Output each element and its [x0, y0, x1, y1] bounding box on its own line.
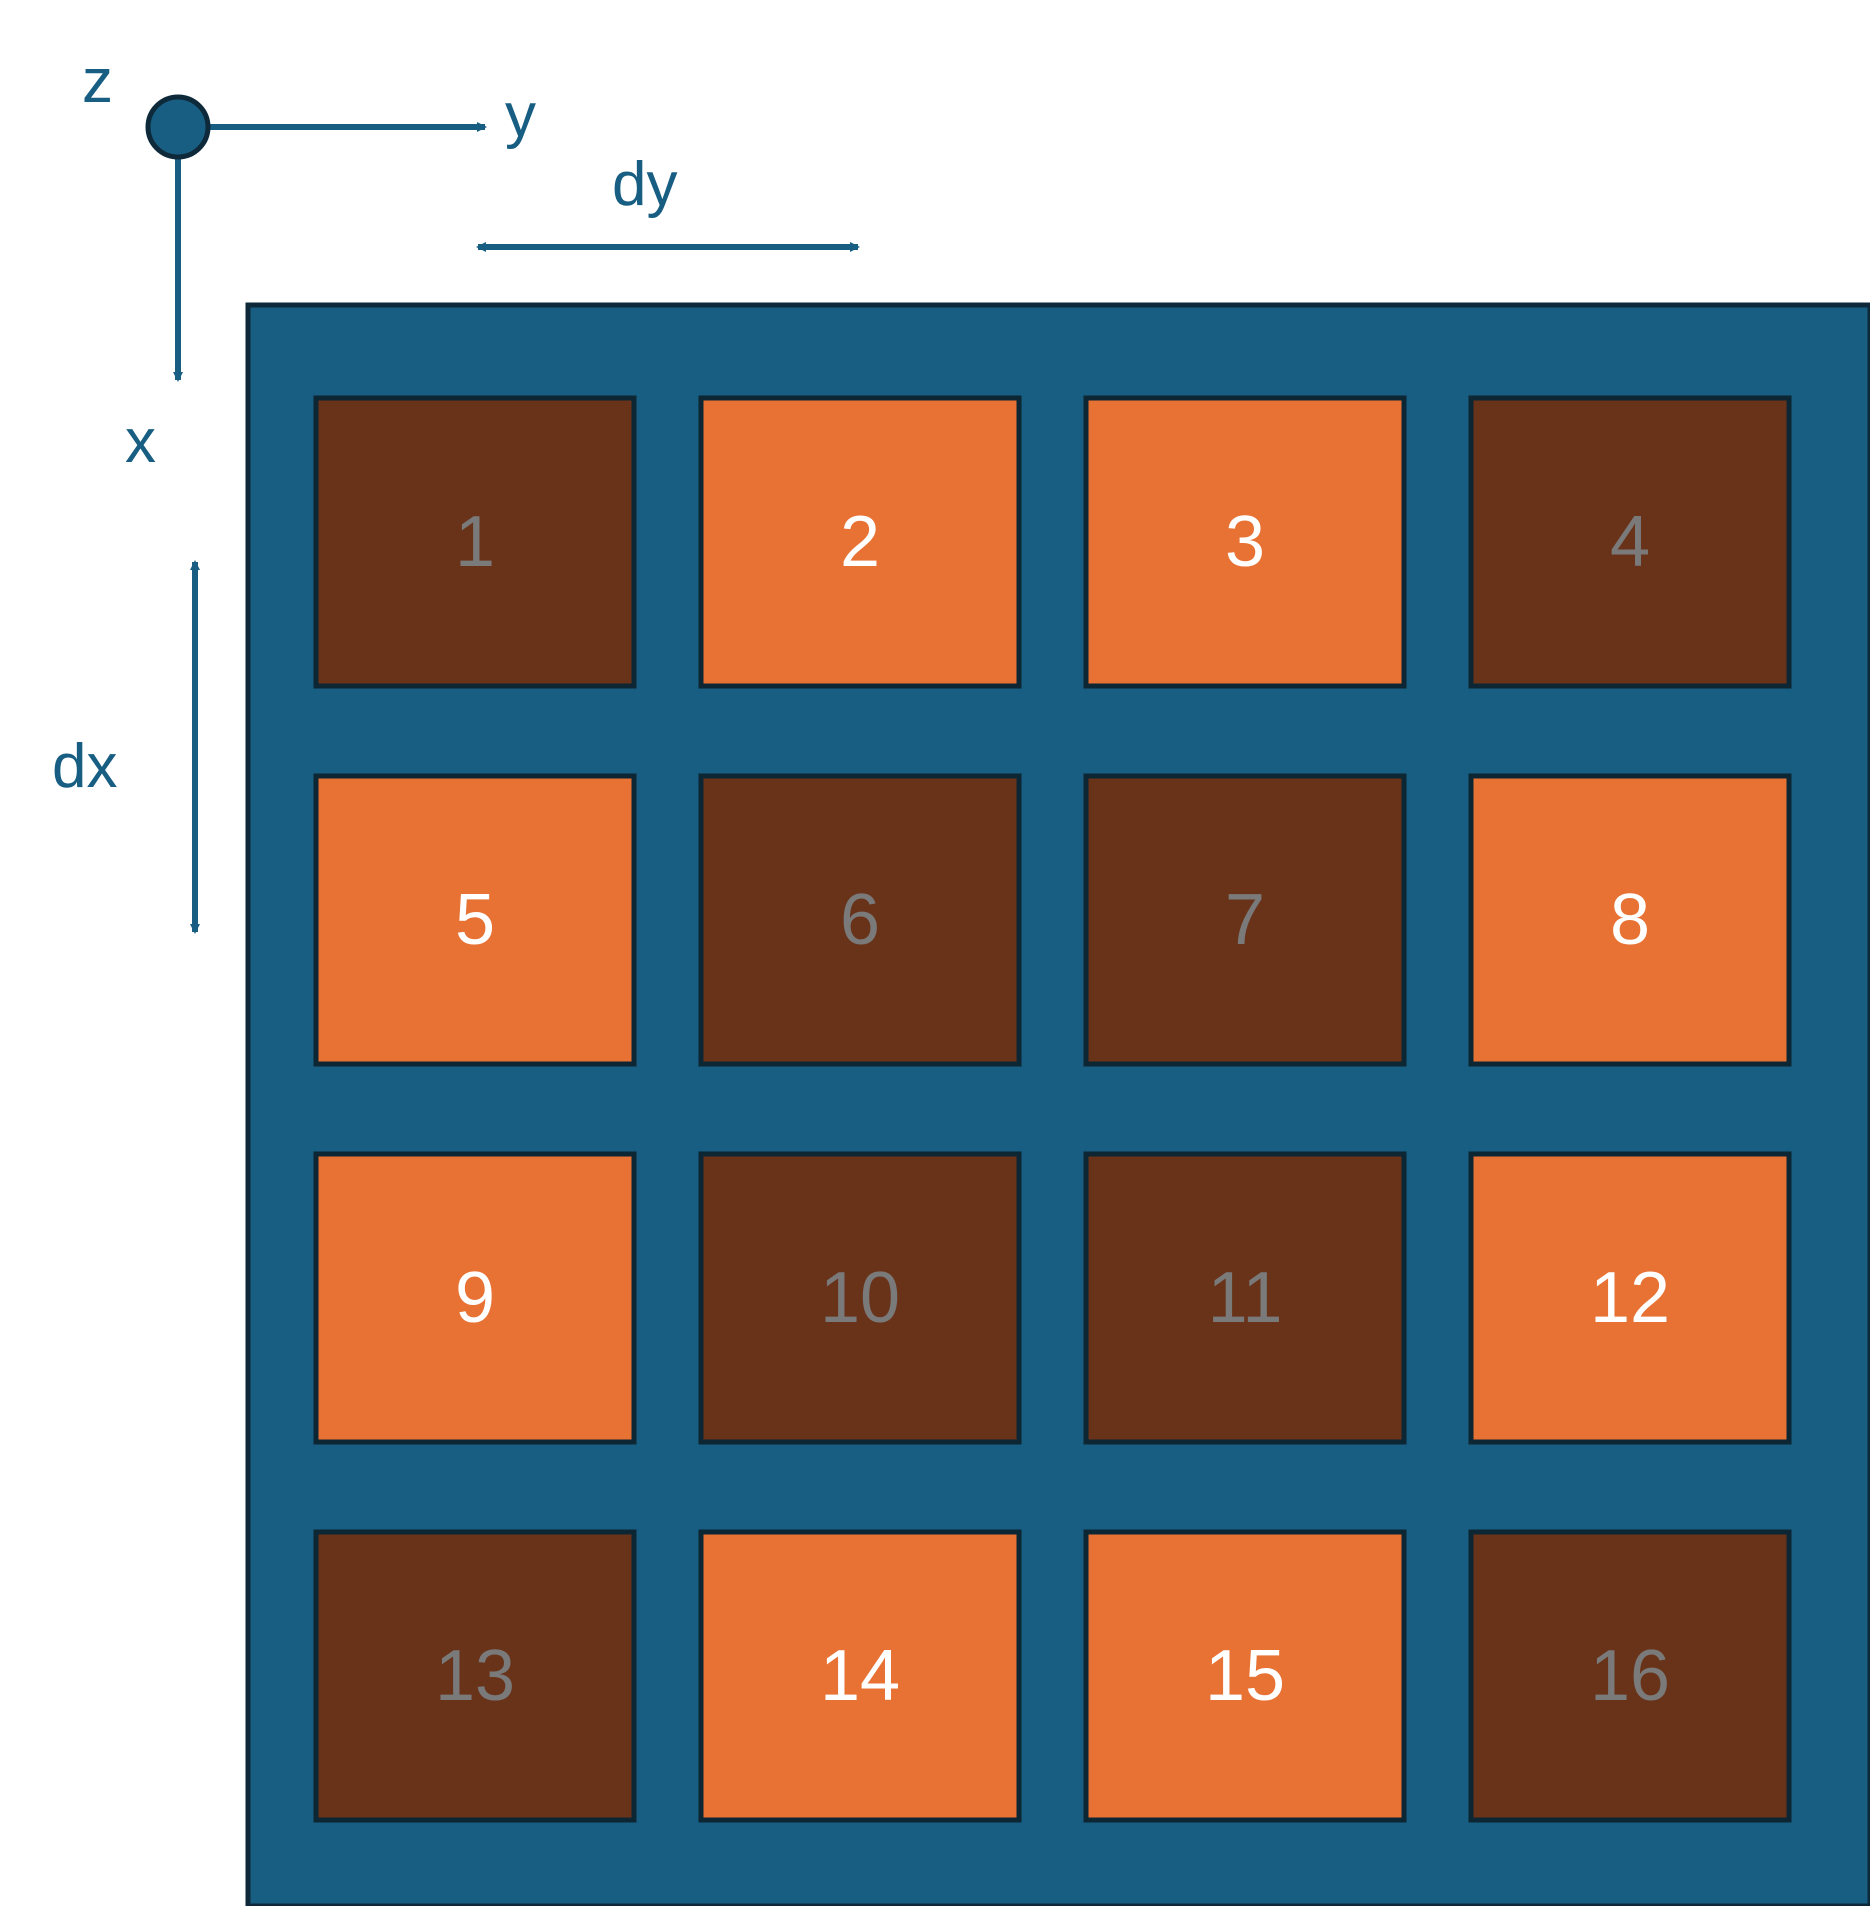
- grid-cell-11: 11: [1083, 1151, 1407, 1445]
- grid-cell-5: 5: [313, 773, 637, 1067]
- grid-cell-box: [1468, 1151, 1792, 1445]
- grid-cell-2: 2: [698, 395, 1022, 689]
- grid-cell-label: 13: [435, 1636, 515, 1716]
- grid-cell-box: [313, 1529, 637, 1823]
- grid-cell-14: 14: [698, 1529, 1022, 1823]
- grid-cell-box: [1468, 773, 1792, 1067]
- z-axis-origin-dot: [145, 94, 211, 160]
- grid-cell-box: [313, 1151, 637, 1445]
- grid-cell-label: 10: [820, 1258, 900, 1338]
- grid-cell-box: [1083, 773, 1407, 1067]
- grid-cell-label: 15: [1205, 1636, 1285, 1716]
- grid-cell-box: [698, 1529, 1022, 1823]
- grid-cell-16: 16: [1468, 1529, 1792, 1823]
- grid-cell-box: [313, 395, 637, 689]
- grid-cell-6: 6: [698, 773, 1022, 1067]
- dy-dimension-label: dy: [612, 150, 677, 219]
- grid-cell-10: 10: [698, 1151, 1022, 1445]
- grid-cell-7: 7: [1083, 773, 1407, 1067]
- grid-cell-label: 9: [455, 1258, 495, 1338]
- grid-cell-box: [1083, 395, 1407, 689]
- grid-cell-15: 15: [1083, 1529, 1407, 1823]
- grid-cell-label: 14: [820, 1636, 900, 1716]
- grid-cell-box: [1468, 395, 1792, 689]
- grid-cell-8: 8: [1468, 773, 1792, 1067]
- grid-cell-label: 8: [1610, 880, 1650, 960]
- grid-cell-12: 12: [1468, 1151, 1792, 1445]
- grid-cell-label: 4: [1610, 502, 1650, 582]
- grid-cell-label: 1: [455, 502, 495, 582]
- dx-dimension-label: dx: [52, 732, 117, 801]
- grid-cell-3: 3: [1083, 395, 1407, 689]
- grid-cell-box: [1083, 1529, 1407, 1823]
- grid-cell-label: 3: [1225, 502, 1265, 582]
- grid-cell-label: 2: [840, 502, 880, 582]
- grid-cell-box: [1468, 1529, 1792, 1823]
- grid-cell-1: 1: [313, 395, 637, 689]
- grid-cell-box: [698, 1151, 1022, 1445]
- grid-cell-label: 6: [840, 880, 880, 960]
- coordinate-axes: z y x: [82, 47, 536, 476]
- grid-cell-9: 9: [313, 1151, 637, 1445]
- grid-cell-label: 5: [455, 880, 495, 960]
- spacing-dimensions: dy dx: [52, 150, 860, 934]
- grid-cell-box: [698, 773, 1022, 1067]
- x-axis-label: x: [125, 407, 156, 476]
- grid-cell-label: 12: [1590, 1258, 1670, 1338]
- grid-cell-box: [698, 395, 1022, 689]
- grid-cell-4: 4: [1468, 395, 1792, 689]
- grid-cell-box: [1083, 1151, 1407, 1445]
- y-axis-label: y: [505, 81, 536, 150]
- grid-cell-label: 11: [1208, 1258, 1283, 1338]
- z-axis-label: z: [82, 47, 113, 116]
- grid-cell-label: 16: [1590, 1636, 1670, 1716]
- grid-cell-box: [313, 773, 637, 1067]
- grid-cell-label: 7: [1225, 880, 1265, 960]
- grid-cell-13: 13: [313, 1529, 637, 1823]
